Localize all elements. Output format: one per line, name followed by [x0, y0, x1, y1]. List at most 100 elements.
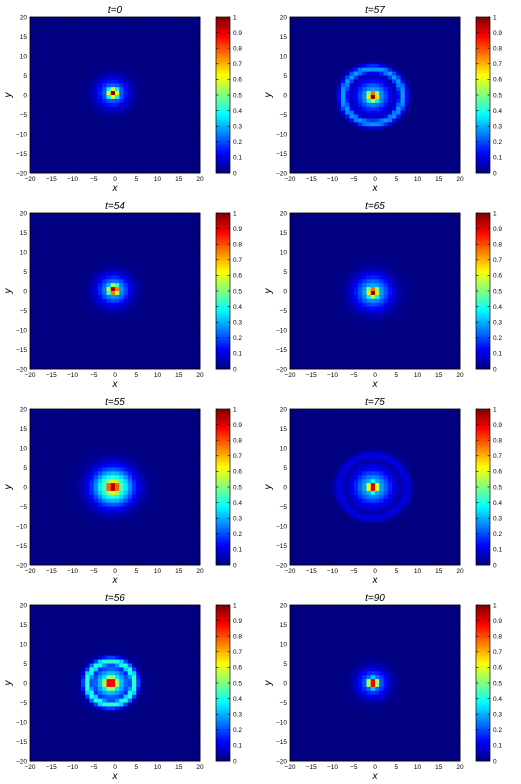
heatmap-cell — [42, 141, 48, 147]
heatmap-cell — [68, 157, 73, 162]
heatmap-cell — [149, 48, 154, 53]
heatmap-cell — [400, 67, 406, 72]
heatmap-cell — [166, 165, 171, 170]
heatmap-cell — [42, 322, 48, 327]
heatmap-cell — [127, 357, 133, 362]
heatmap-cell — [55, 345, 61, 350]
heatmap-cell — [438, 91, 444, 96]
heatmap-cell — [59, 220, 65, 226]
heatmap-cell — [110, 255, 116, 261]
heatmap-cell — [140, 32, 146, 37]
heatmap-cell — [430, 71, 435, 76]
heatmap-cell — [183, 98, 188, 104]
heatmap-cell — [409, 161, 414, 166]
heatmap-cell — [187, 141, 192, 147]
heatmap-cell — [170, 322, 175, 327]
heatmap-cell — [447, 63, 452, 69]
heatmap-cell — [59, 279, 65, 284]
heatmap-cell — [110, 345, 116, 350]
heatmap-cell — [89, 137, 95, 143]
heatmap-cell — [98, 71, 103, 76]
heatmap-cell — [392, 48, 397, 53]
heatmap-cell — [55, 341, 61, 346]
heatmap-cell — [404, 95, 410, 100]
heatmap-cell — [336, 44, 342, 49]
heatmap-cell — [47, 157, 52, 162]
heatmap-cell — [30, 59, 35, 65]
heatmap-cell — [149, 36, 154, 41]
heatmap-cell — [455, 141, 461, 147]
heatmap-cell — [47, 169, 52, 174]
heatmap-cell — [106, 326, 112, 331]
heatmap-cell — [34, 161, 39, 166]
heatmap-cell — [68, 365, 73, 370]
heatmap-cell — [358, 149, 363, 154]
heatmap-cell — [55, 17, 61, 22]
heatmap-cell — [157, 106, 163, 111]
heatmap-cell — [72, 126, 78, 131]
heatmap-cell — [328, 122, 333, 127]
heatmap-cell — [115, 341, 120, 346]
heatmap-cell — [430, 87, 435, 92]
heatmap-cell — [110, 294, 116, 300]
heatmap-cell — [336, 145, 342, 150]
heatmap-cell — [170, 337, 175, 343]
heatmap-cell — [183, 353, 188, 358]
heatmap-cell — [59, 91, 65, 96]
heatmap-cell — [140, 161, 146, 166]
heatmap-cell — [311, 141, 316, 147]
heatmap-cell — [85, 220, 90, 226]
heatmap-cell — [187, 122, 192, 127]
heatmap-cell — [183, 145, 188, 150]
heatmap-cell — [149, 318, 154, 323]
heatmap-cell — [451, 149, 457, 154]
heatmap-cell — [413, 67, 418, 72]
heatmap-cell — [290, 169, 295, 174]
heatmap-cell — [85, 337, 90, 343]
heatmap-cell — [413, 79, 418, 84]
colorbar-segment — [216, 92, 230, 96]
heatmap-cell — [110, 361, 116, 366]
heatmap-cell — [98, 56, 103, 61]
heatmap-cell — [59, 224, 65, 229]
heatmap-cell — [157, 255, 163, 261]
heatmap-cell — [38, 287, 44, 292]
heatmap-cell — [183, 59, 188, 65]
heatmap-cell — [59, 322, 65, 327]
heatmap-cell — [81, 291, 86, 296]
heatmap-cell — [38, 283, 44, 288]
heatmap-cell — [362, 44, 367, 49]
heatmap-cell — [183, 232, 188, 237]
heatmap-cell — [183, 306, 188, 311]
heatmap-cell — [178, 87, 184, 92]
heatmap-cell — [345, 44, 350, 49]
heatmap-cell — [110, 83, 116, 88]
heatmap-cell — [174, 224, 180, 229]
heatmap-cell — [387, 59, 393, 65]
heatmap-cell — [170, 98, 175, 104]
heatmap-cell — [123, 130, 129, 135]
heatmap-cell — [451, 87, 457, 92]
heatmap-cell — [98, 267, 103, 272]
heatmap-cell — [47, 365, 52, 370]
heatmap-cell — [349, 20, 355, 26]
heatmap-cell — [404, 91, 410, 96]
heatmap-cell — [30, 71, 35, 76]
heatmap-cell — [136, 291, 141, 296]
heatmap-cell — [349, 114, 355, 119]
heatmap-cell — [59, 83, 65, 88]
heatmap-cell — [132, 95, 137, 100]
heatmap-cell — [447, 87, 452, 92]
heatmap-cell — [170, 240, 175, 245]
colorbar-tick-label: 0.6 — [233, 77, 242, 84]
heatmap-cell — [106, 228, 112, 233]
heatmap-cell — [447, 157, 452, 162]
heatmap-cell — [387, 161, 393, 166]
heatmap-cell — [370, 32, 376, 37]
heatmap-cell — [38, 310, 44, 315]
heatmap-cell — [106, 28, 112, 33]
heatmap-cell — [119, 240, 124, 245]
heatmap-cell — [324, 56, 329, 61]
heatmap-cell — [38, 232, 44, 237]
heatmap-cell — [166, 17, 171, 22]
